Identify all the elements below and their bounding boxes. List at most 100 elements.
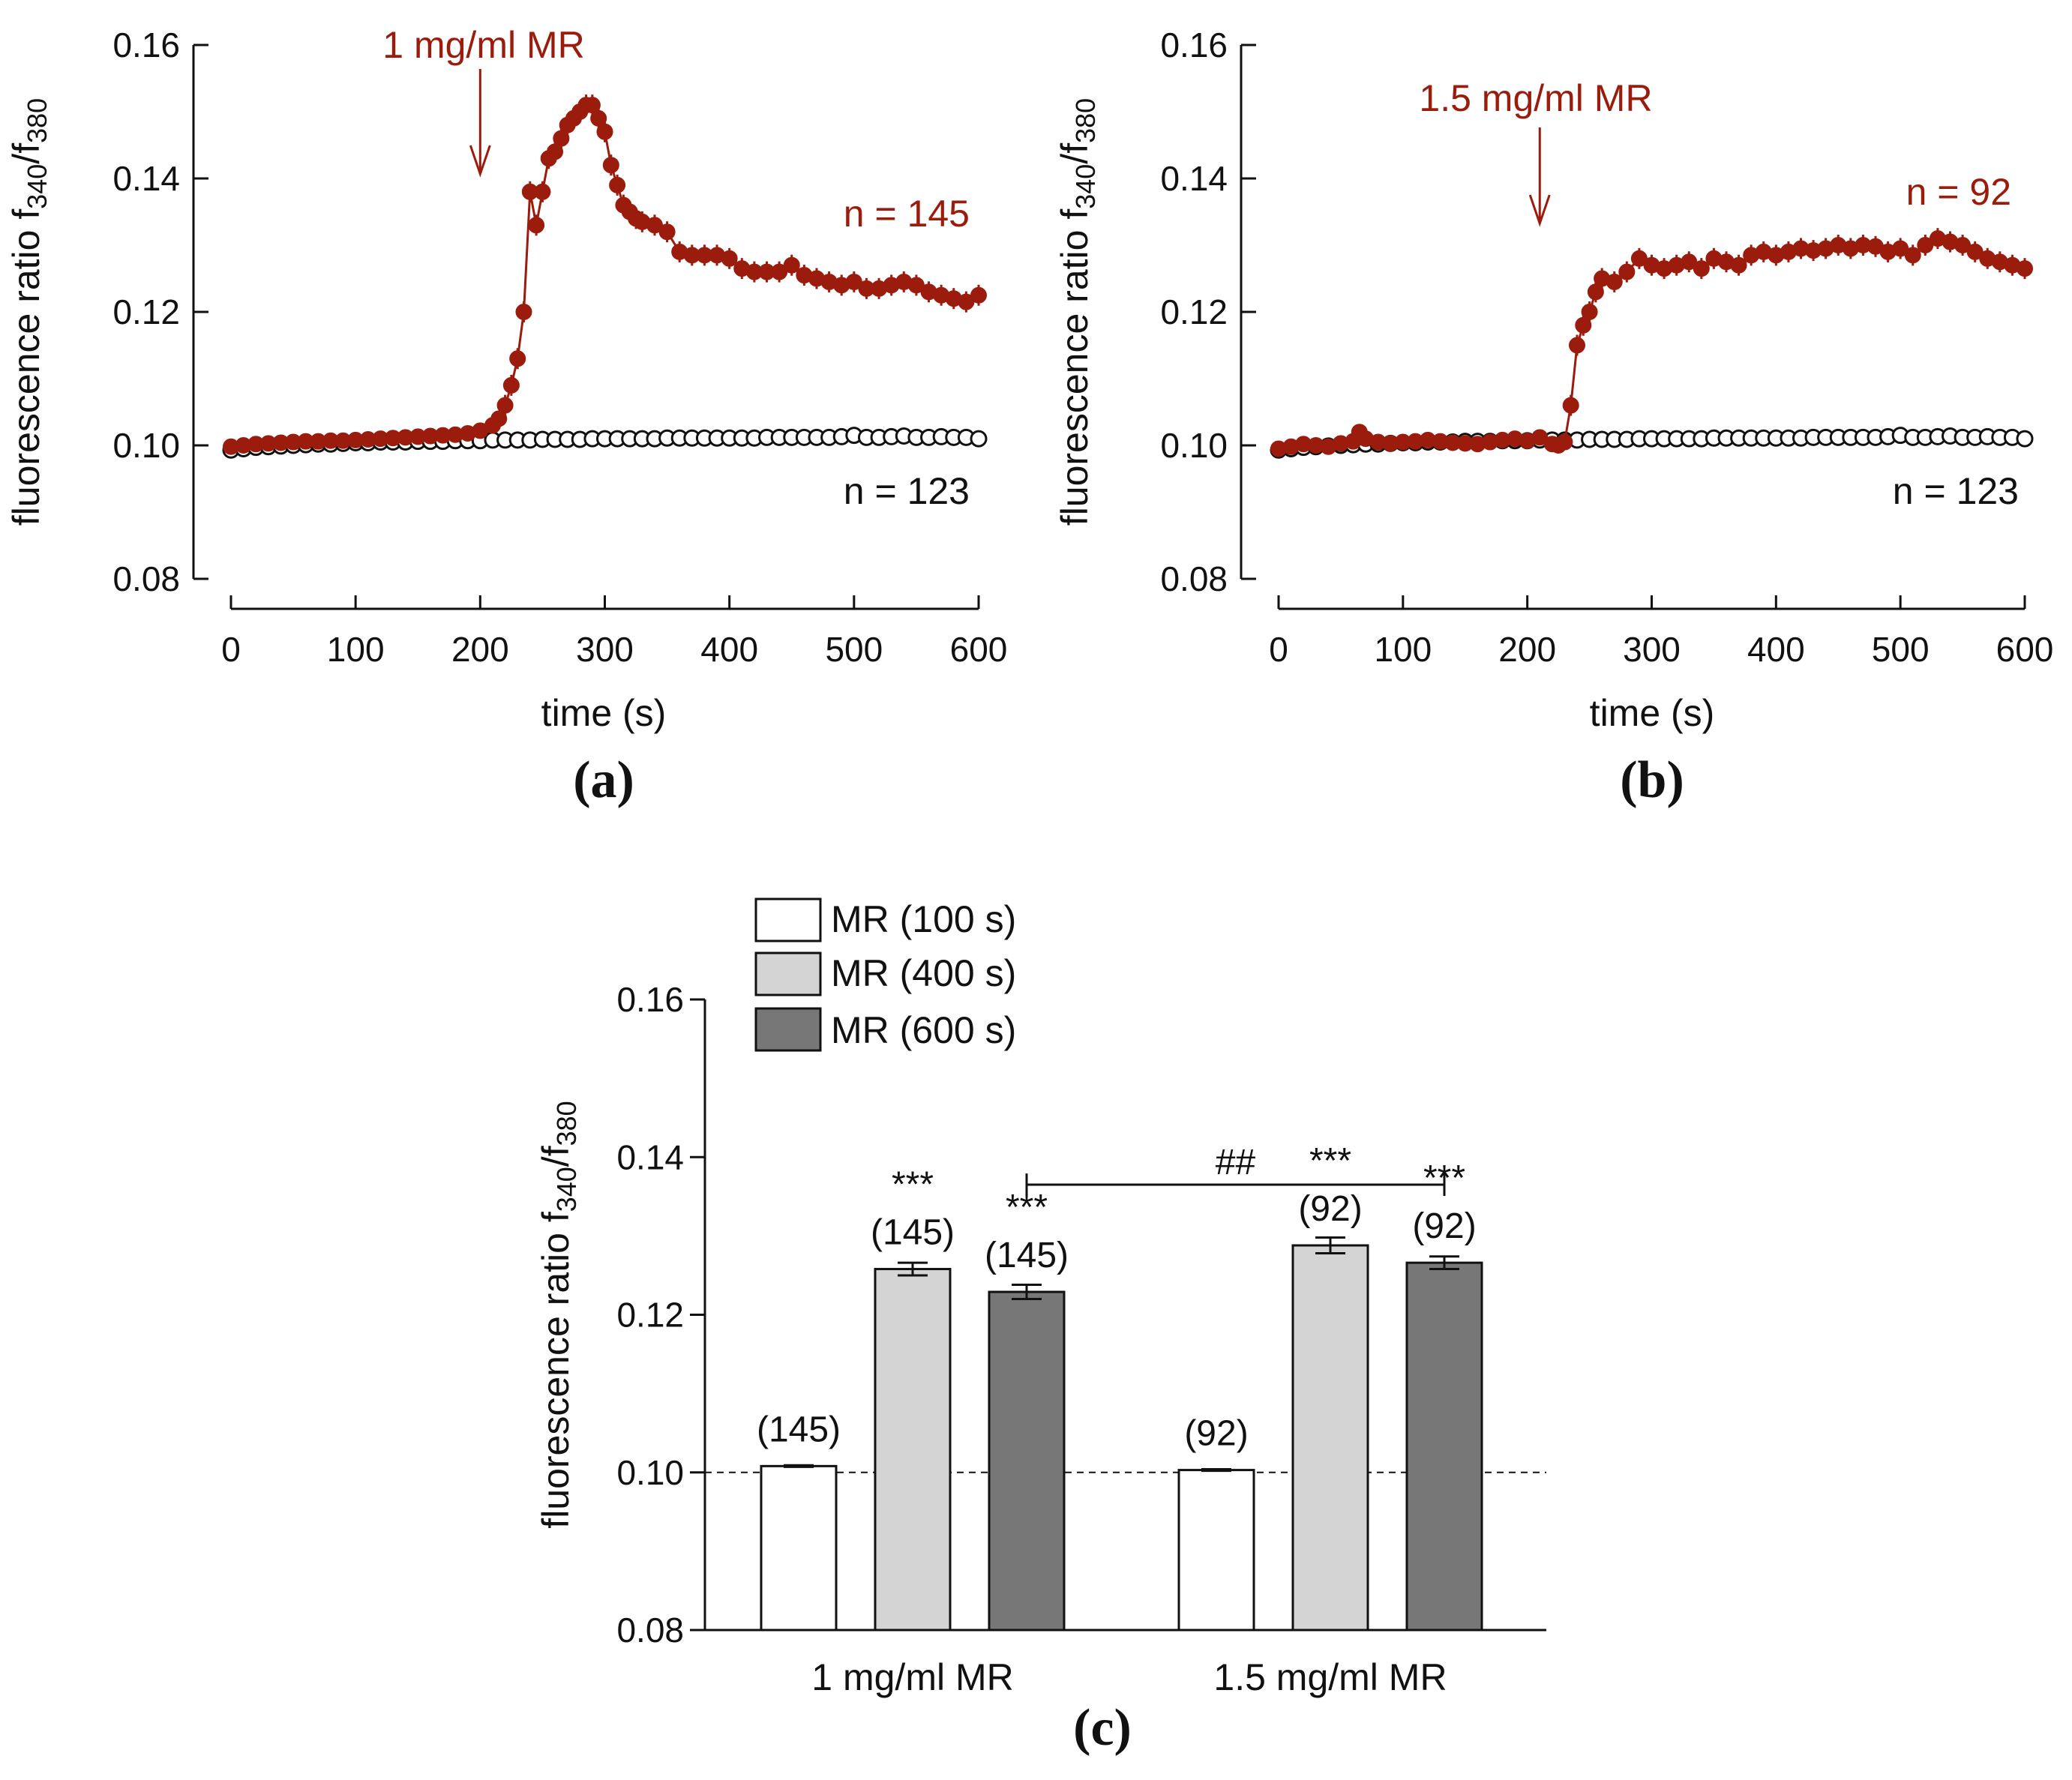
panel-a-treated-point <box>547 143 564 160</box>
panel-a-treated-point <box>970 286 987 304</box>
panel-b-n-treated: n = 92 <box>1906 171 2011 213</box>
panel-a-treated-point <box>907 277 925 294</box>
panel-a-treated-point <box>496 397 514 414</box>
panel-a-treated-point <box>721 250 738 267</box>
panel-a-ytick-label: 0.14 <box>112 159 180 198</box>
panel-a-xlabel: time (s) <box>541 692 667 734</box>
panel-b-stimulus-label: 1.5 mg/ml MR <box>1419 77 1652 119</box>
panel-b-xtick-label: 200 <box>1498 630 1556 669</box>
panel-a-xtick-label: 600 <box>950 630 1008 669</box>
panel-b-ytick-label: 0.08 <box>1160 559 1228 598</box>
panel-b-treated-point <box>1618 263 1636 280</box>
legend-label-400s: MR (400 s) <box>831 952 1016 994</box>
panel-a-treated-point <box>515 304 532 320</box>
panel-b-treated-point <box>1693 260 1710 277</box>
panel-a-treated-point <box>958 293 975 310</box>
panel-b-xtick-label: 300 <box>1623 630 1681 669</box>
panel-c-ytick-label: 0.08 <box>616 1611 684 1650</box>
panel-a: 0.08 0.10 0.12 0.14 0.16 0 100 200 300 400 500 600 f… <box>5 24 1007 809</box>
panel-b-control-point <box>2016 430 2034 448</box>
panel-a-treated-point <box>646 217 663 234</box>
panel-c-bar <box>1405 1261 1483 1632</box>
panel-a-label: (a) <box>573 751 634 809</box>
panel-a-stimulus-arrowhead <box>469 145 491 178</box>
panel-c-ytick-label: 0.12 <box>616 1296 684 1335</box>
panel-c-significance: *** <box>1309 1141 1351 1181</box>
panel-a-xtick-label: 400 <box>700 630 758 669</box>
panel-b-ytick-label: 0.10 <box>1160 426 1228 465</box>
panel-a-ytick-label: 0.16 <box>112 25 180 64</box>
panel-a-ytick-label: 0.08 <box>112 559 180 598</box>
panel-a-xtick-label: 300 <box>576 630 634 669</box>
panel-c-n-label: (145) <box>985 1236 1069 1275</box>
panel-c-category-label: 1 mg/ml MR <box>811 1656 1013 1698</box>
panel-c-n-label: (145) <box>757 1410 841 1449</box>
panel-a-treated-point <box>534 183 551 200</box>
panel-b-xtick-label: 600 <box>1996 630 2054 669</box>
panel-a-treated-point <box>771 263 788 280</box>
panel-b-treated-point <box>1730 256 1747 274</box>
panel-b-treated-point <box>1531 429 1549 446</box>
panel-b-xtick-label: 400 <box>1747 630 1805 669</box>
panel-c: 0.08 0.10 0.12 0.14 0.16 fluorescence ratio f… <box>535 897 1546 1757</box>
panel-b-ytick-label: 0.16 <box>1160 25 1228 64</box>
panel-a-treated-point <box>845 273 862 290</box>
panel-b-ytick-label: 0.12 <box>1160 292 1228 331</box>
panel-b-stimulus-arrowhead <box>1528 194 1551 227</box>
panel-c-n-label: (92) <box>1412 1206 1476 1246</box>
panel-b-treated-point <box>1954 237 1972 253</box>
panel-b-treated-point <box>1892 240 1909 257</box>
panel-c-ytick-label: 0.16 <box>616 980 684 1019</box>
panel-a-plot: 0.08 0.10 0.12 0.14 0.16 0 100 200 300 400 500 600 f… <box>5 25 1007 669</box>
panel-b-treated-point <box>1681 253 1698 271</box>
panel-b-treated-point <box>1575 316 1592 334</box>
legend-swatch-600s <box>754 1007 822 1052</box>
panel-a-treated-point <box>658 223 676 241</box>
panel-b-treated-point <box>1630 250 1648 267</box>
panel-a-n-treated: n = 145 <box>844 193 970 235</box>
panel-b-treated-point <box>1556 433 1573 451</box>
panel-a-treated-point <box>490 410 508 427</box>
panel-c-label: (c) <box>1073 1699 1132 1757</box>
panel-c-bar <box>1291 1244 1369 1632</box>
panel-b-treated-point <box>1606 273 1623 290</box>
panel-c-n-label: (92) <box>1184 1414 1248 1454</box>
panel-a-xtick-label: 200 <box>451 630 509 669</box>
panel-a-treated-point <box>783 256 800 274</box>
panel-b-xtick-label: 0 <box>1269 630 1288 669</box>
panel-a-treated-point <box>553 130 570 147</box>
panel-a-treated-point <box>583 97 601 114</box>
legend-label-600s: MR (600 s) <box>831 1009 1016 1051</box>
panel-b-plot: 0.08 0.10 0.12 0.14 0.16 0 100 200 300 400 500 600 f… <box>1054 25 2053 669</box>
panel-b-xtick-label: 500 <box>1872 630 1930 669</box>
panel-b-treated-point <box>1569 337 1585 354</box>
panel-b-ylabel: fluorescence ratio f340/f380 <box>1054 98 1101 526</box>
panel-c-n-label: (145) <box>871 1213 955 1253</box>
panel-b-treated-point <box>2017 260 2033 277</box>
panel-a-treated-point <box>502 376 520 394</box>
panel-b-treated-point <box>1966 243 1984 260</box>
panel-b-xtick-label: 100 <box>1374 630 1432 669</box>
panel-a-xtick-label: 100 <box>327 630 385 669</box>
panel-c-bar <box>988 1290 1066 1632</box>
panel-a-treated-point <box>609 176 626 193</box>
panel-b-treated-point <box>1587 283 1604 301</box>
panel-a-control-point <box>970 430 988 448</box>
panel-c-comparison-label: ## <box>1216 1143 1256 1182</box>
legend-swatch-100s <box>754 897 822 942</box>
legend-label-100s: MR (100 s) <box>831 898 1016 940</box>
panel-b-treated-point <box>1562 397 1579 414</box>
legend-swatch-400s <box>754 951 822 996</box>
panel-c-plot: 0.08 0.10 0.12 0.14 0.16 fluorescence ratio f… <box>535 980 1546 1698</box>
panel-c-ylabel: fluorescence ratio f340/f380 <box>535 1101 582 1528</box>
panel-a-treated-point <box>590 109 607 127</box>
panel-c-ytick-label: 0.14 <box>616 1137 684 1176</box>
panel-a-treated-point <box>596 123 613 140</box>
panel-a-treated-line <box>230 103 979 448</box>
panel-a-treated-point <box>602 157 619 174</box>
panel-a-xtick-label: 0 <box>221 630 241 669</box>
panel-b-xlabel: time (s) <box>1590 692 1715 734</box>
panel-b-treated-point <box>1904 247 1921 264</box>
panel-c-bar <box>760 1464 838 1632</box>
panel-c-legend: MR (100 s) MR (400 s) MR (600 s) <box>754 897 1016 1052</box>
